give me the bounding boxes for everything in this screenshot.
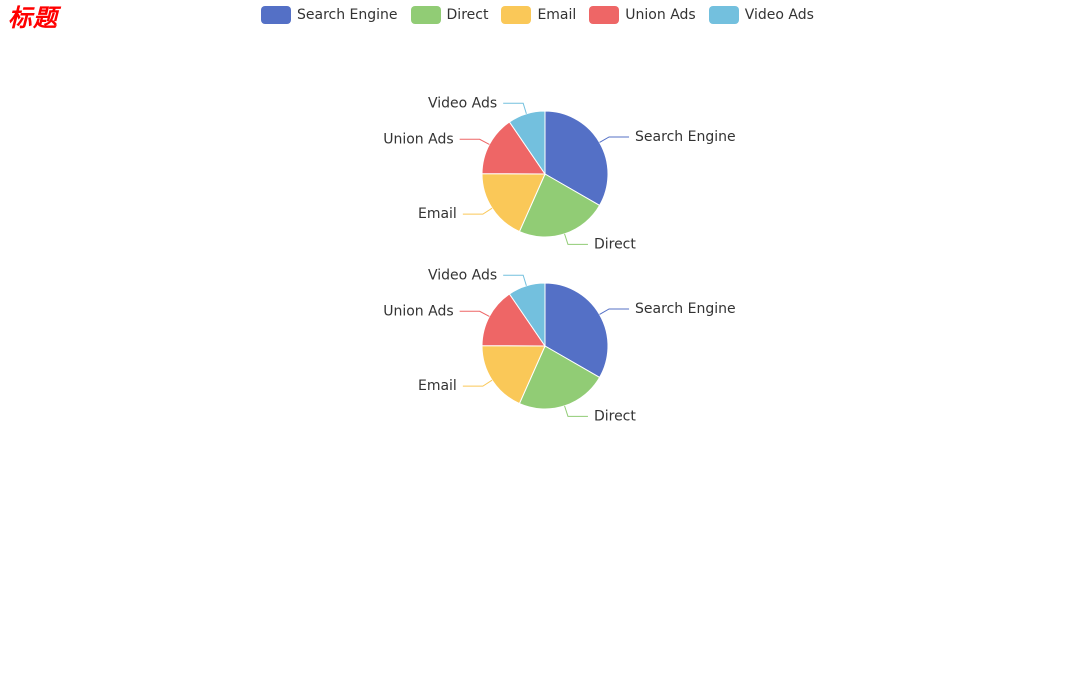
- pie-slice-search-engine[interactable]: [544, 110, 609, 207]
- legend-swatch-search-engine: [261, 6, 291, 24]
- pie-slice-search-engine[interactable]: [544, 282, 609, 379]
- legend-label-direct: Direct: [446, 7, 489, 23]
- legend-item-video-ads[interactable]: Video Ads: [708, 6, 814, 24]
- pie-slice-direct[interactable]: [518, 173, 601, 238]
- leader-line-union-ads: [459, 138, 490, 145]
- pie-slice-union-ads[interactable]: [481, 293, 546, 347]
- legend-item-union-ads[interactable]: Union Ads: [589, 6, 696, 24]
- leader-line-direct: [564, 405, 588, 417]
- leader-line-search-engine: [599, 136, 630, 143]
- pie-chart-2: Search Engine Direct Email Union Ads Video A…: [383, 267, 735, 424]
- legend-label-search-engine: Search Engine: [297, 7, 398, 23]
- legend-swatch-direct: [410, 6, 441, 24]
- legend-item-search-engine[interactable]: Search Engine: [261, 6, 398, 24]
- slice-label-email: Email: [418, 378, 457, 394]
- slice-label-email: Email: [418, 206, 457, 222]
- leader-line-union-ads: [459, 310, 490, 317]
- slice-label-search-engine: Search Engine: [635, 129, 736, 145]
- leader-line-email: [462, 207, 493, 215]
- legend-swatch-email: [501, 6, 532, 24]
- slice-label-search-engine: Search Engine: [635, 301, 736, 317]
- slice-label-video-ads: Video Ads: [428, 95, 497, 111]
- pie-slice-direct[interactable]: [518, 345, 601, 410]
- slice-label-union-ads: Union Ads: [383, 303, 453, 319]
- pie-slice-video-ads[interactable]: [508, 282, 546, 348]
- legend-label-email: Email: [537, 7, 577, 23]
- legend-label-union-ads: Union Ads: [625, 7, 696, 23]
- legend-swatch-video-ads: [708, 6, 739, 24]
- leader-line-email: [462, 379, 493, 387]
- slice-label-direct: Direct: [594, 236, 636, 252]
- leader-line-video-ads: [503, 274, 527, 286]
- pie-slice-video-ads[interactable]: [508, 110, 546, 176]
- pie-chart-1: Search Engine Direct Email Union Ads Video A…: [383, 95, 735, 252]
- legend-label-video-ads: Video Ads: [744, 7, 814, 23]
- pie-slice-union-ads[interactable]: [481, 121, 546, 175]
- leader-line-video-ads: [503, 102, 527, 114]
- legend-swatch-union-ads: [589, 6, 620, 24]
- legend-item-direct[interactable]: Direct: [410, 6, 489, 24]
- slice-label-union-ads: Union Ads: [383, 131, 453, 147]
- leader-line-search-engine: [599, 308, 630, 315]
- legend: Search Engine Direct Email Union Ads Vid…: [261, 6, 814, 24]
- slice-label-video-ads: Video Ads: [428, 267, 497, 283]
- legend-item-email[interactable]: Email: [501, 6, 576, 24]
- chart-title: 标题: [8, 3, 58, 32]
- leader-line-direct: [564, 233, 588, 245]
- slice-label-direct: Direct: [594, 408, 636, 424]
